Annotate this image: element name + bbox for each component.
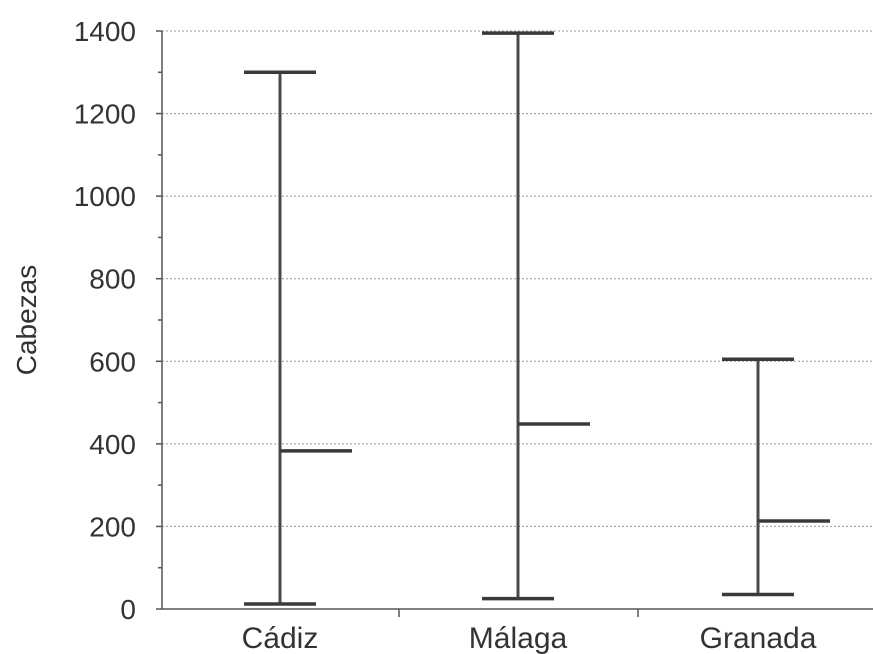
y-tick-label-0: 0 bbox=[120, 594, 136, 625]
label-layer: 0 200 400 600 800 1000 1200 1400 Cádiz Málaga Gran… bbox=[74, 16, 817, 654]
y-axis-title: Cabezas bbox=[11, 265, 42, 376]
category-label-malaga: Málaga bbox=[469, 622, 568, 654]
y-tick-label-400: 400 bbox=[89, 429, 136, 460]
marks-layer bbox=[244, 31, 830, 606]
y-tick-label-200: 200 bbox=[89, 511, 136, 542]
grid-layer bbox=[162, 30, 873, 527]
y-tick-label-600: 600 bbox=[89, 346, 136, 377]
y-tick-label-1400: 1400 bbox=[74, 16, 136, 47]
category-label-granada: Granada bbox=[700, 622, 817, 654]
y-tick-label-1200: 1200 bbox=[74, 99, 136, 130]
category-label-cadiz: Cádiz bbox=[242, 622, 319, 654]
y-tick-label-1000: 1000 bbox=[74, 181, 136, 212]
y-tick-label-800: 800 bbox=[89, 264, 136, 295]
axis-layer bbox=[156, 30, 873, 617]
